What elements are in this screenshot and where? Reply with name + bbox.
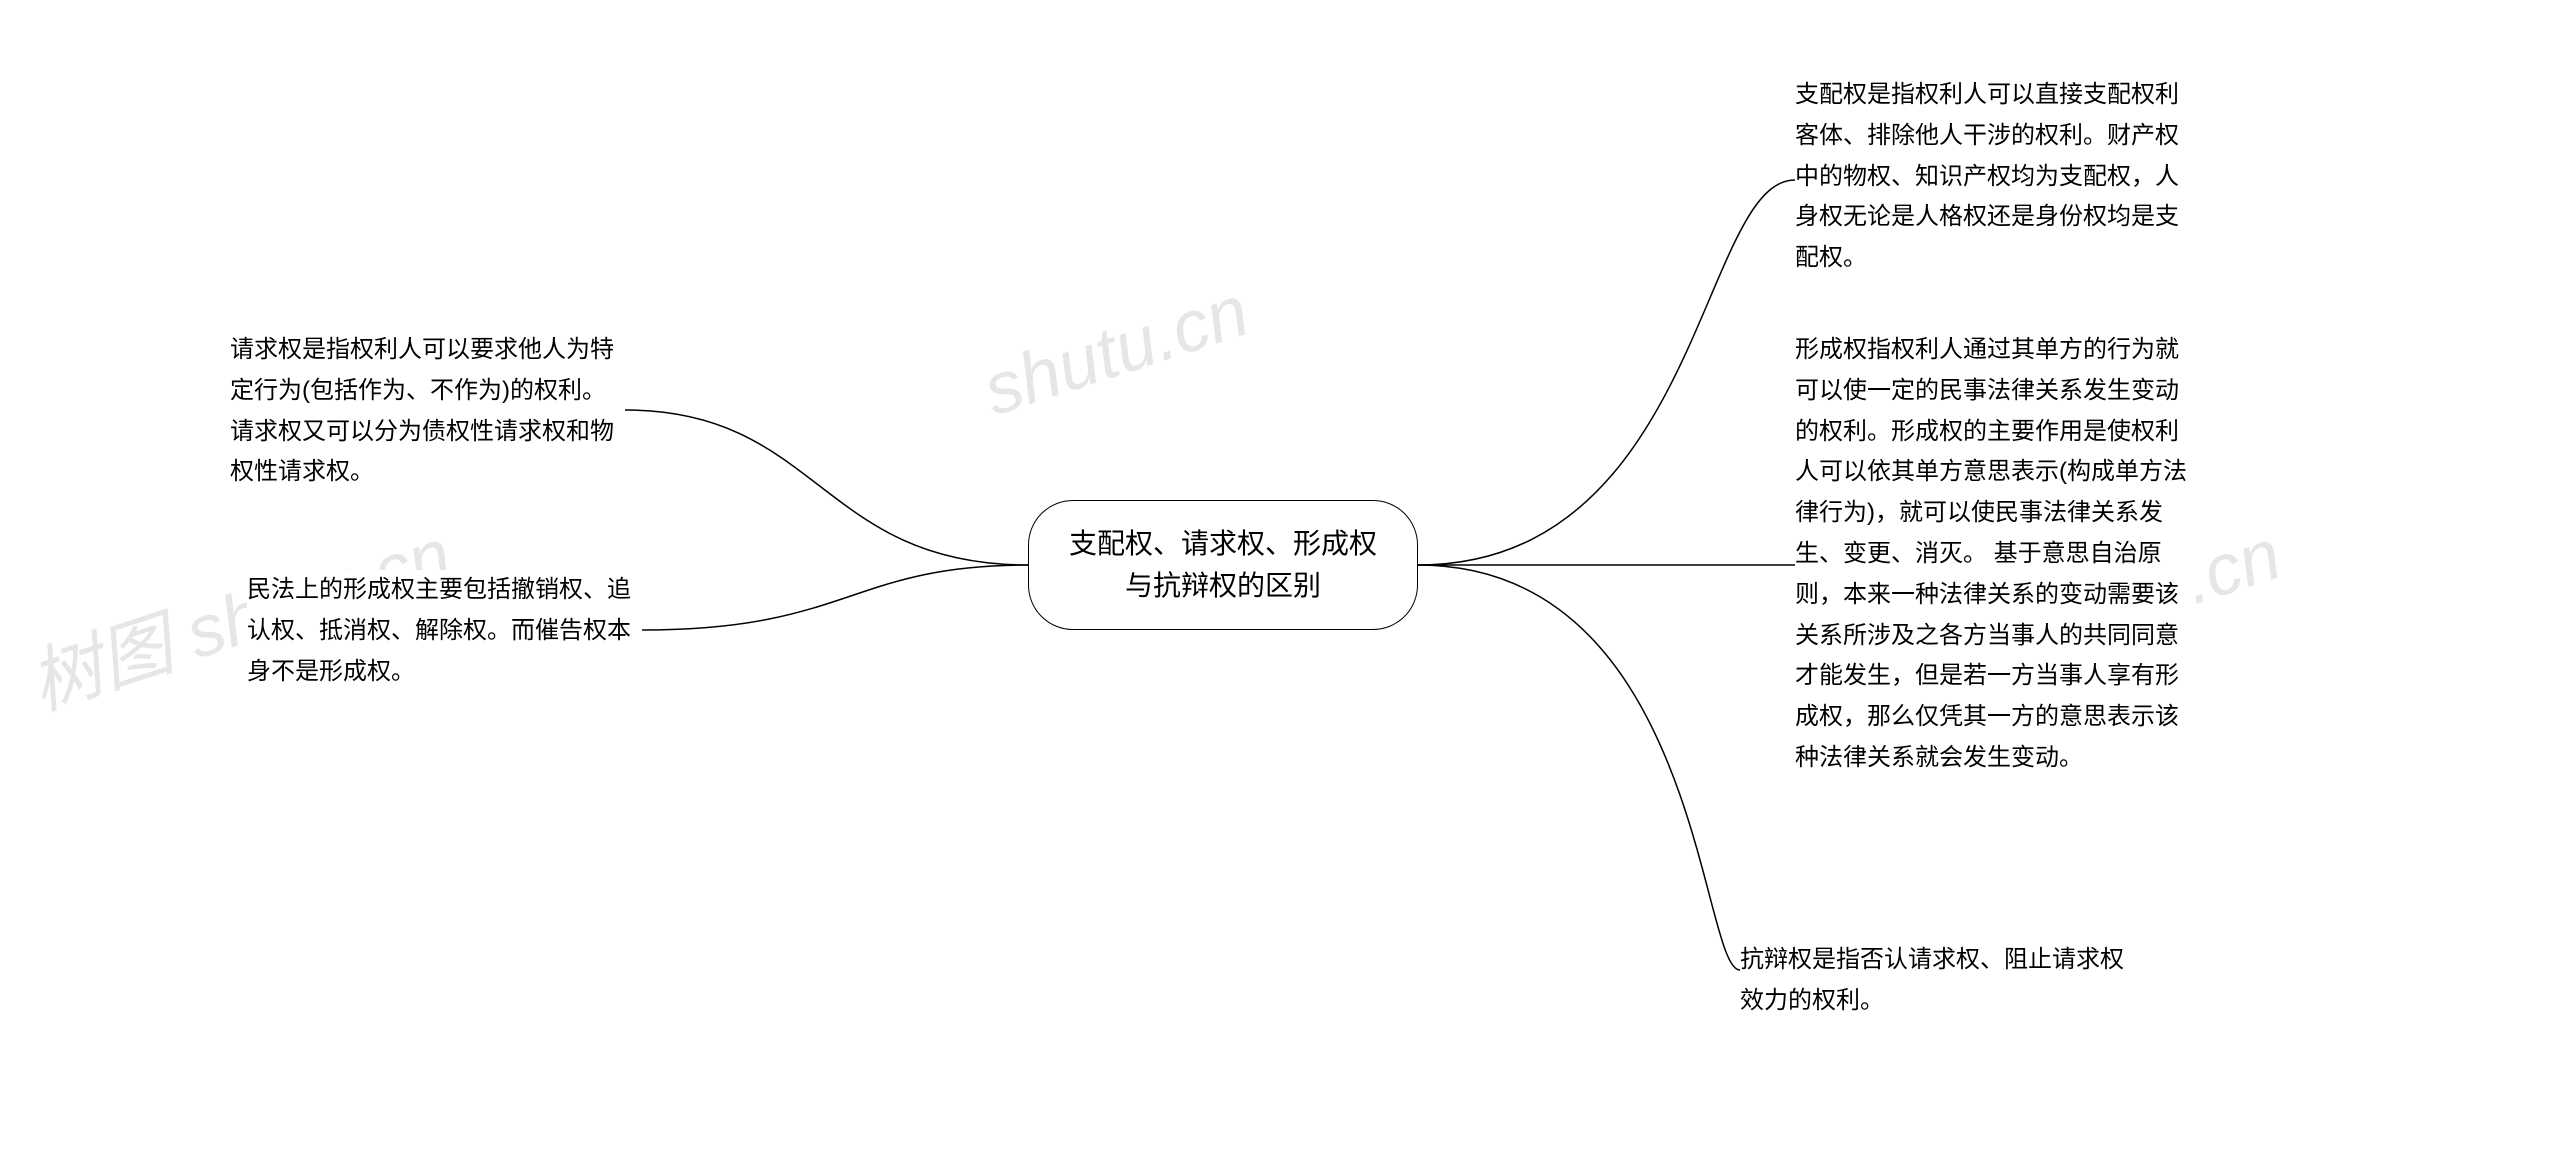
center-title-line2: 与抗辩权的区别	[1069, 565, 1377, 607]
connector	[1418, 180, 1795, 565]
connector	[642, 565, 1028, 630]
mindmap-center-node: 支配权、请求权、形成权 与抗辩权的区别	[1028, 500, 1418, 630]
watermark: shutu.cn	[974, 270, 1258, 432]
branch-node-right-3: 抗辩权是指否认请求权、阻止请求权效力的权利。	[1740, 940, 2135, 1022]
connector	[1418, 565, 1740, 970]
connector	[625, 410, 1028, 565]
branch-node-right-2: 形成权指权利人通过其单方的行为就可以使一定的民事法律关系发生变动的权利。形成权的…	[1795, 330, 2190, 779]
branch-node-right-1: 支配权是指权利人可以直接支配权利客体、排除他人干涉的权利。财产权中的物权、知识产…	[1795, 75, 2190, 279]
branch-node-left-1: 请求权是指权利人可以要求他人为特定行为(包括作为、不作为)的权利。请求权又可以分…	[230, 330, 625, 493]
center-title-line1: 支配权、请求权、形成权	[1069, 523, 1377, 565]
branch-node-left-2: 民法上的形成权主要包括撤销权、追认权、抵消权、解除权。而催告权本身不是形成权。	[247, 570, 642, 692]
